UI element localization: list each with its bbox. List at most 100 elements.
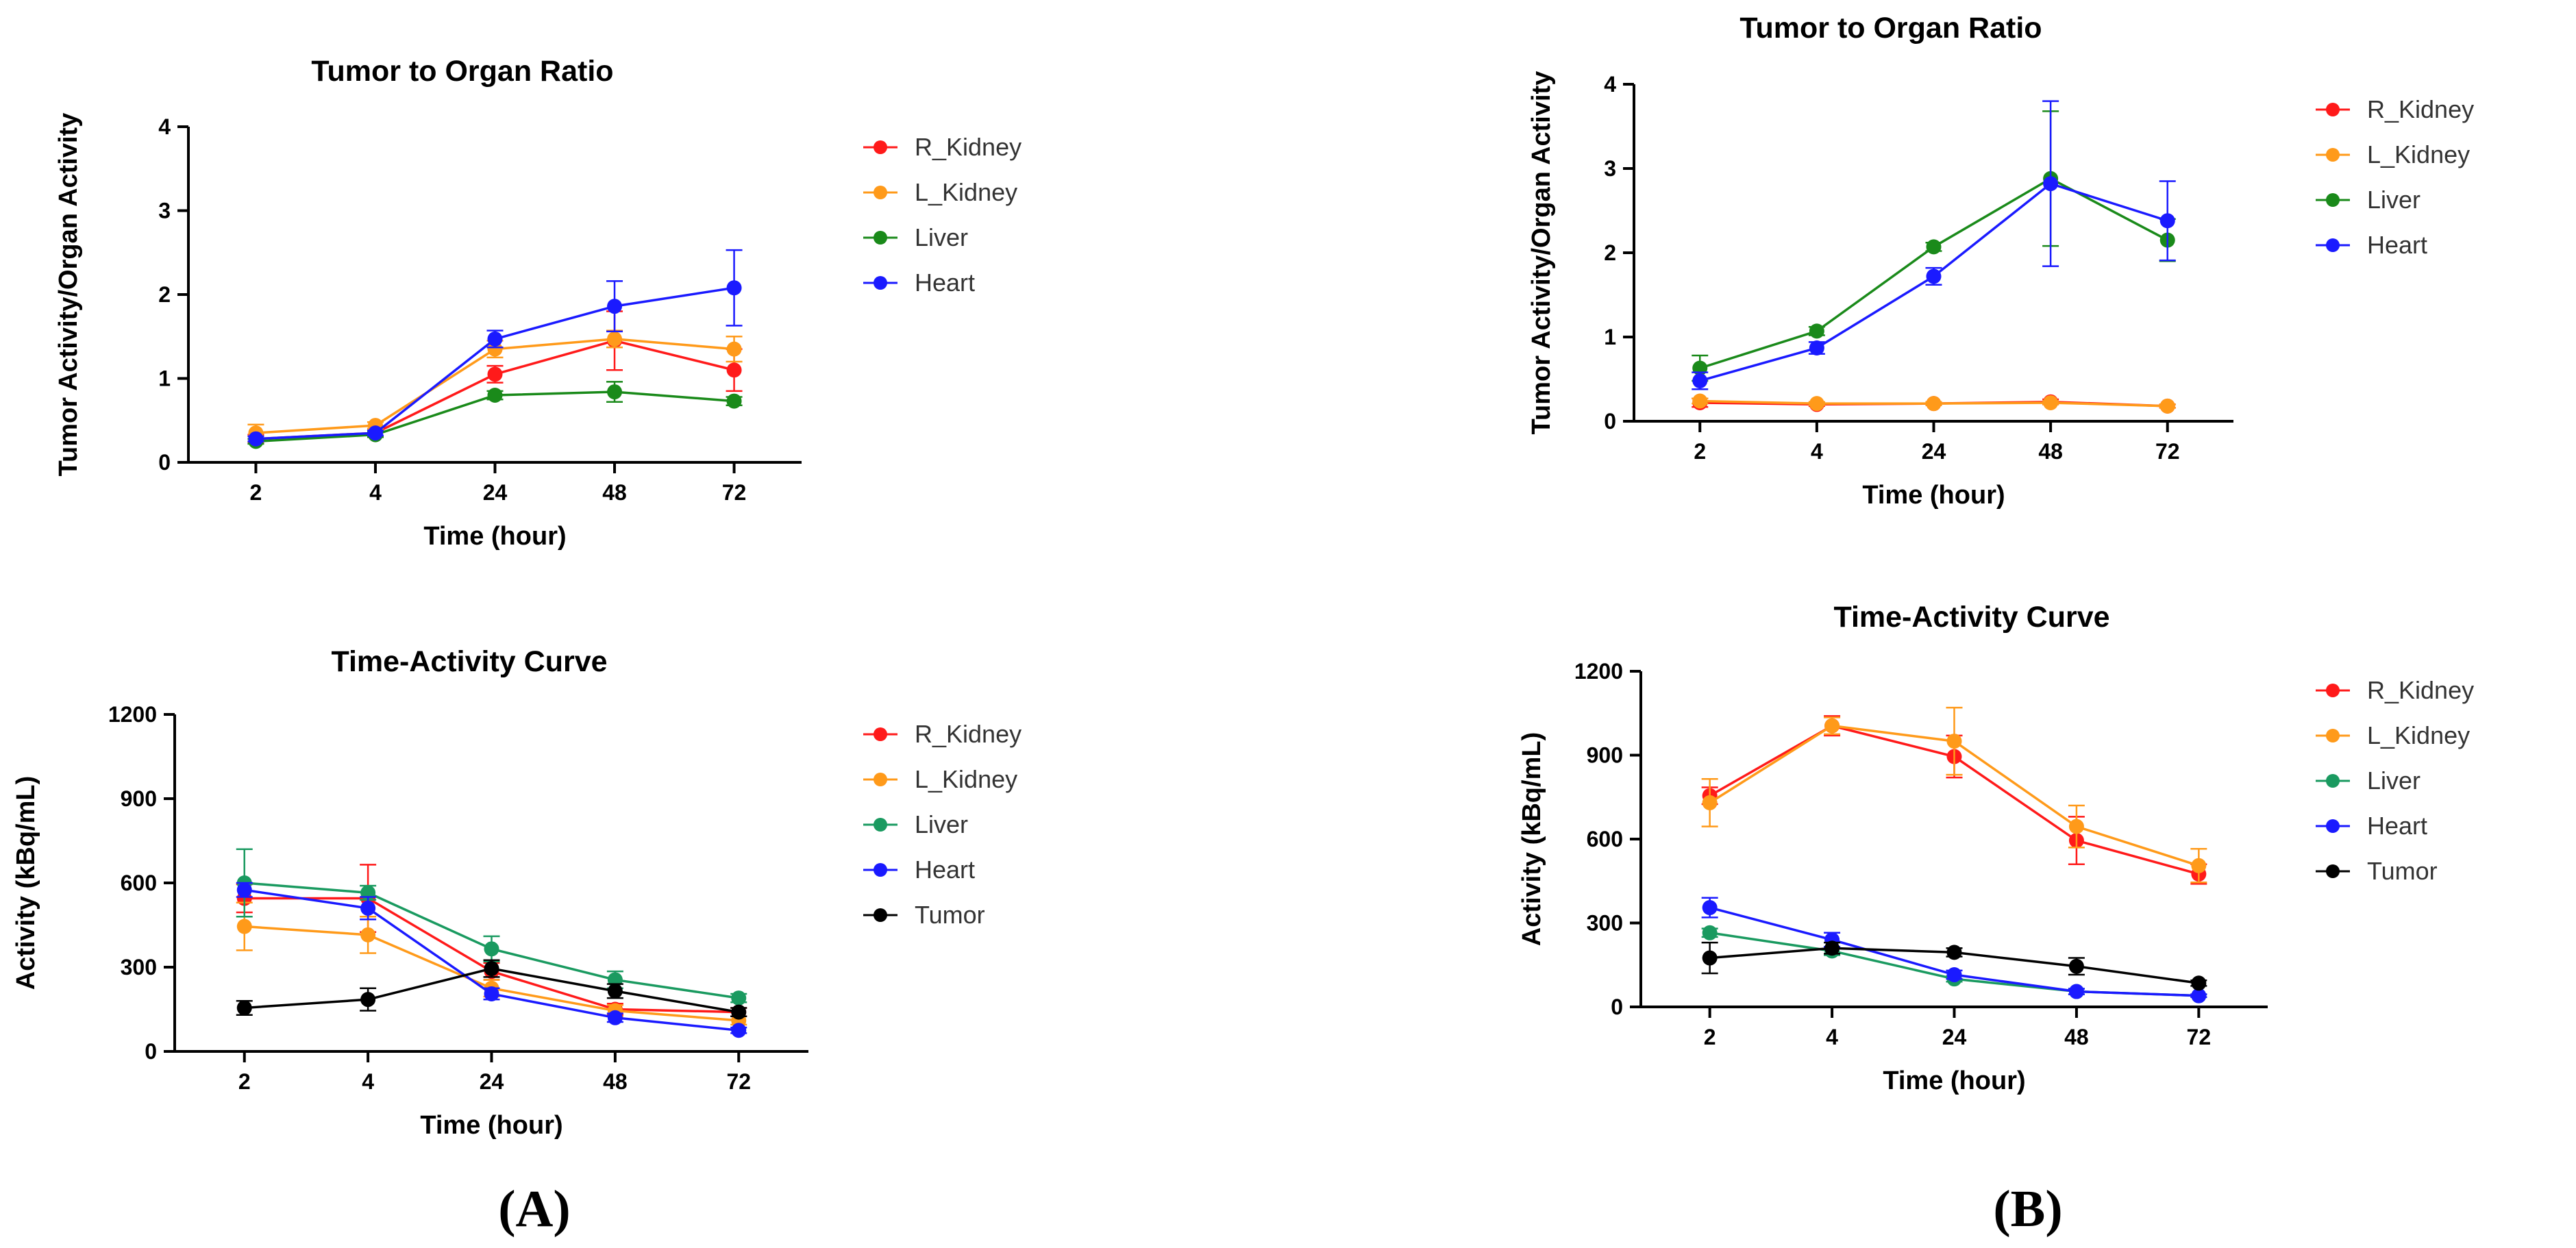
chart-title: Tumor to Organ Ratio <box>311 55 613 88</box>
x-tick-label: 72 <box>722 480 747 505</box>
y-axis-label: Tumor Activity/Organ Activity <box>1527 71 1556 435</box>
series-tumor: Tumor <box>236 901 985 1020</box>
panel-label-a: (A) <box>498 1180 571 1238</box>
y-tick-label: 2 <box>1604 240 1616 265</box>
legend-marker <box>2326 103 2340 116</box>
data-point <box>1692 373 1708 388</box>
data-point <box>360 900 376 916</box>
legend-marker <box>874 140 887 154</box>
series-r-kidney: R_Kidney <box>236 720 1021 1020</box>
data-point <box>1809 396 1824 412</box>
x-tick-label: 24 <box>483 480 508 505</box>
legend-label: L_Kidney <box>2367 721 2470 749</box>
data-point <box>731 1004 747 1020</box>
legend-label: R_Kidney <box>2367 676 2474 704</box>
x-axis-label: Time (hour) <box>423 522 566 551</box>
legend-label: R_Kidney <box>2367 95 2474 123</box>
data-point <box>731 990 747 1006</box>
series-liver: Liver <box>236 810 968 1006</box>
data-point <box>1926 239 1942 255</box>
x-axis-label: Time (hour) <box>1862 481 2005 510</box>
y-tick-label: 600 <box>121 871 157 895</box>
data-point <box>1946 967 1962 983</box>
legend-label: Liver <box>915 810 968 838</box>
data-point <box>731 1023 747 1038</box>
data-point <box>1824 718 1840 734</box>
y-tick-label: 0 <box>1611 995 1623 1019</box>
chart-title: Time-Activity Curve <box>1833 601 2109 634</box>
data-point <box>607 331 623 347</box>
data-point <box>236 1000 252 1016</box>
data-point <box>487 388 503 403</box>
legend-label: L_Kidney <box>915 765 1017 793</box>
legend-label: Heart <box>915 269 975 297</box>
chart-title: Time-Activity Curve <box>331 645 607 678</box>
x-tick-label: 48 <box>2064 1025 2089 1049</box>
x-tick-label: 2 <box>250 480 262 505</box>
y-tick-label: 1 <box>158 366 171 391</box>
data-point <box>726 280 742 296</box>
x-tick-label: 2 <box>238 1069 251 1094</box>
data-point <box>360 992 376 1008</box>
data-point <box>1824 940 1840 956</box>
data-point <box>236 882 252 898</box>
y-tick-label: 2 <box>158 282 171 307</box>
x-tick-label: 72 <box>2187 1025 2212 1049</box>
data-point <box>487 331 503 347</box>
x-tick-label: 48 <box>2038 439 2063 464</box>
y-tick-label: 1 <box>1604 325 1616 349</box>
legend-label: Heart <box>915 856 975 884</box>
legend-marker <box>874 773 887 786</box>
data-point <box>2191 858 2207 873</box>
y-tick-label: 0 <box>145 1039 157 1064</box>
data-point <box>484 941 499 957</box>
series-l-kidney: L_Kidney <box>1692 140 2470 414</box>
data-point <box>1926 269 1942 284</box>
legend-marker <box>874 276 887 290</box>
series-r-kidney: R_Kidney <box>247 133 1021 447</box>
legend-label: Heart <box>2367 231 2427 259</box>
x-tick-label: 24 <box>1922 439 1946 464</box>
legend-marker <box>874 727 887 741</box>
legend-label: Tumor <box>915 901 985 929</box>
x-tick-label: 4 <box>362 1069 374 1094</box>
x-tick-label: 72 <box>726 1069 751 1094</box>
data-point <box>2191 975 2207 991</box>
y-tick-label: 3 <box>158 199 171 223</box>
series-liver: Liver <box>1701 766 2420 1003</box>
y-axis-label: Activity (kBq/mL) <box>1518 732 1546 946</box>
data-point <box>726 393 742 409</box>
series-r-kidney: R_Kidney <box>1692 95 2474 414</box>
y-axis-label: Activity (kBq/mL) <box>12 776 40 990</box>
y-tick-label: 900 <box>121 786 157 811</box>
legend-marker <box>2326 864 2340 878</box>
legend-marker <box>874 908 887 922</box>
data-point <box>487 366 503 382</box>
y-tick-label: 0 <box>1604 409 1616 434</box>
x-tick-label: 4 <box>1811 439 1823 464</box>
legend-label: Tumor <box>2367 857 2438 885</box>
panel-label-b: (B) <box>1993 1180 2062 1238</box>
data-point <box>248 431 264 447</box>
data-point <box>484 961 499 977</box>
data-point <box>360 927 376 943</box>
y-tick-label: 300 <box>121 955 157 979</box>
data-point <box>1702 950 1718 966</box>
x-tick-label: 4 <box>1826 1025 1838 1049</box>
data-point <box>1946 734 1962 749</box>
legend-marker <box>2326 729 2340 742</box>
y-tick-label: 0 <box>158 450 171 475</box>
legend-label: Heart <box>2367 812 2427 840</box>
x-tick-label: 2 <box>1694 439 1706 464</box>
y-axis-label: Tumor Activity/Organ Activity <box>54 113 83 477</box>
x-tick-label: 24 <box>1942 1025 1967 1049</box>
data-point <box>484 986 499 1001</box>
data-point <box>367 425 383 441</box>
x-tick-label: 48 <box>602 480 627 505</box>
x-tick-label: 24 <box>480 1069 504 1094</box>
data-point <box>2068 958 2084 974</box>
